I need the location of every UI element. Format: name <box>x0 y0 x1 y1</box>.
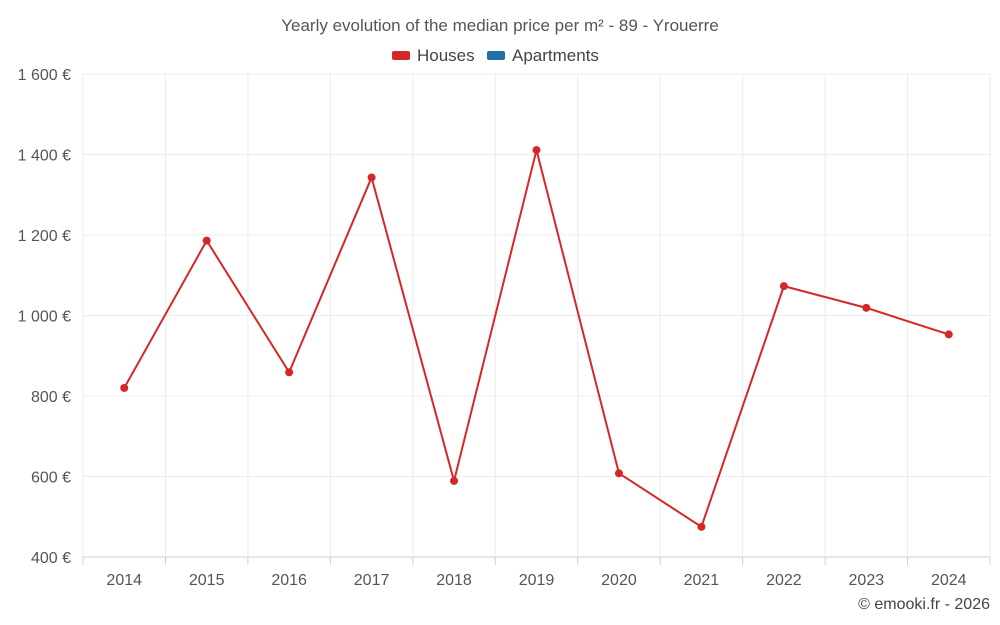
x-tick-label: 2022 <box>766 572 802 589</box>
data-point[interactable] <box>779 282 788 291</box>
x-tick-label: 2024 <box>931 572 967 589</box>
legend-item-apartments[interactable]: Apartments <box>487 46 599 65</box>
data-point[interactable] <box>450 476 459 485</box>
x-axis: 2014 2015 2016 2017 2018 2019 2020 2021 2022 2023… <box>82 557 991 589</box>
y-tick-label: 800 € <box>31 389 71 406</box>
data-point[interactable] <box>862 303 871 312</box>
y-tick-label: 1 000 € <box>18 309 71 326</box>
data-point[interactable] <box>697 522 706 531</box>
legend-swatch-apartments <box>487 51 505 60</box>
data-point[interactable] <box>120 383 129 392</box>
chart-title: Yearly evolution of the median price per… <box>281 16 719 35</box>
y-axis: 400 € 600 € 800 € 1 000 € 1 200 € 1 400 € 1 60… <box>18 67 71 567</box>
x-tick-label: 2017 <box>354 572 390 589</box>
data-point[interactable] <box>944 330 953 339</box>
x-tick-label: 2016 <box>271 572 307 589</box>
data-point[interactable] <box>367 173 376 182</box>
y-tick-label: 1 400 € <box>18 148 71 165</box>
data-point[interactable] <box>532 146 541 155</box>
x-tick-label: 2021 <box>684 572 720 589</box>
x-tick-label: 2020 <box>601 572 637 589</box>
legend-label-apartments: Apartments <box>512 46 599 65</box>
y-tick-label: 1 200 € <box>18 228 71 245</box>
x-tick-label: 2015 <box>189 572 225 589</box>
legend-label-houses: Houses <box>417 46 475 65</box>
x-tick-label: 2018 <box>436 572 472 589</box>
credit-text: © emooki.fr - 2026 <box>858 596 990 613</box>
data-point[interactable] <box>614 469 623 478</box>
x-tick-label: 2014 <box>106 572 142 589</box>
legend-swatch-houses <box>392 51 410 60</box>
plot-area <box>120 146 953 531</box>
data-point[interactable] <box>285 368 294 377</box>
y-tick-label: 1 600 € <box>18 67 71 84</box>
x-tick-label: 2019 <box>519 572 555 589</box>
y-tick-label: 400 € <box>31 550 71 567</box>
y-tick-label: 600 € <box>31 470 71 487</box>
legend: Houses Apartments <box>392 46 599 65</box>
data-point[interactable] <box>202 236 211 245</box>
legend-item-houses[interactable]: Houses <box>392 46 475 65</box>
x-tick-label: 2023 <box>849 572 885 589</box>
